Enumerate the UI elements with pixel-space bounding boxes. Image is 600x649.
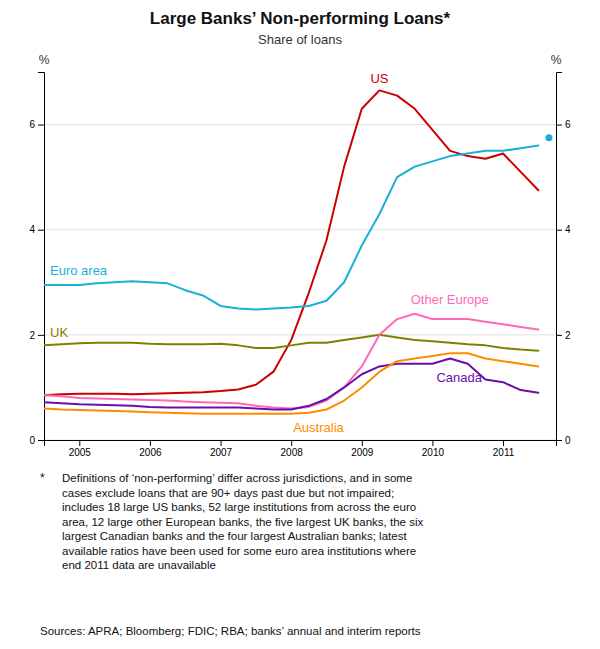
tick-label: 2009 [351, 447, 374, 458]
tick: 2005 [69, 440, 92, 458]
grid-line [44, 124, 556, 125]
tick-label: 2011 [493, 447, 515, 458]
sources: Sources: APRA; Bloomberg; FDIC; RBA; ban… [40, 625, 421, 637]
footnote-line: largest Canadian banks and the four larg… [62, 530, 407, 542]
footnote-line: includes 18 large US banks, 52 large ins… [62, 501, 416, 513]
y2-axis-label: % [551, 53, 562, 67]
series-label: Other Europe [411, 292, 489, 307]
tick-label: 0 [565, 435, 571, 446]
series-line [44, 335, 538, 351]
axis-line [557, 73, 563, 441]
tick-mark [503, 440, 504, 446]
tick-mark [362, 440, 363, 446]
tick: 6 [556, 119, 571, 130]
tick-mark [221, 440, 222, 446]
plot-area [44, 90, 552, 413]
subtitle: Share of loans [258, 32, 342, 47]
footnote: * Definitions of ‘non-performing’ differ … [40, 471, 423, 571]
chart: Large Banks’ Non-performing Loans* Share … [0, 0, 600, 649]
tick-label: 6 [565, 119, 571, 130]
tick-label: 0 [29, 435, 35, 446]
tick-mark [556, 335, 562, 336]
tick: 2 [29, 330, 44, 341]
tick: 0 [556, 435, 571, 446]
series-line [44, 359, 538, 410]
tick-label: 4 [565, 224, 571, 235]
tick: 2006 [139, 440, 162, 458]
series-line [44, 146, 538, 310]
x-axis: 2005 2006 2007 2008 2009 2010 2011 [45, 440, 557, 458]
tick: 2009 [351, 440, 374, 458]
tick-mark [38, 335, 44, 336]
tick-label: 2006 [139, 447, 162, 458]
tick-mark [556, 440, 562, 441]
tick-mark [38, 230, 44, 231]
tick-label: 2 [565, 330, 571, 341]
footnote-line: end 2011 data are unavailable [62, 559, 216, 571]
tick-label: 2008 [281, 447, 304, 458]
tick-mark [556, 125, 562, 126]
tick: 2011 [493, 440, 515, 458]
tick-label: 2010 [422, 447, 445, 458]
tick: 0 [29, 435, 44, 446]
tick-label: 2007 [210, 447, 233, 458]
tick-mark [38, 440, 44, 441]
tick: 2008 [281, 440, 304, 458]
tick-mark [150, 440, 151, 446]
series-label: Euro area [50, 263, 108, 278]
axis-line [45, 441, 557, 447]
y2-axis: 0 2 4 6 [556, 73, 571, 446]
tick-mark [291, 440, 292, 446]
series-line [44, 90, 538, 395]
grid [44, 125, 556, 440]
tick-label: 2 [29, 330, 35, 341]
tick: 2007 [210, 440, 233, 458]
tick: 6 [29, 119, 44, 130]
tick-label: 6 [29, 119, 35, 130]
axis-line [38, 73, 45, 441]
series-labels: US Euro area UK Other Europe Canada Australia [50, 71, 489, 435]
title: Large Banks’ Non-performing Loans* [150, 9, 451, 28]
tick: 2010 [422, 440, 445, 458]
series-label: Australia [293, 420, 344, 435]
tick-mark [38, 125, 44, 126]
tick-mark [79, 440, 80, 446]
tick-mark [432, 440, 433, 446]
grid-line [44, 229, 556, 230]
series-label: UK [50, 325, 68, 340]
series-line [44, 314, 538, 409]
footnote-marker: * [40, 471, 45, 485]
tick-mark [556, 230, 562, 231]
grid-line [44, 334, 556, 335]
footnote-line: cases exclude loans that are 90+ days pa… [62, 487, 394, 499]
tick: 2 [556, 330, 571, 341]
tick: 4 [556, 224, 571, 235]
series-label: Canada [436, 370, 482, 385]
footnote-line: Definitions of ‘non-performing’ differ a… [62, 472, 412, 484]
series-line [44, 353, 538, 413]
tick-label: 2005 [69, 447, 92, 458]
latest-point [545, 134, 552, 141]
footnote-line: available ratios have been used for some… [62, 545, 416, 557]
footnote-line: area, 12 large other European banks, the… [62, 516, 423, 528]
y-axis-label: % [39, 53, 50, 67]
tick: 4 [29, 224, 44, 235]
series-label: US [370, 71, 388, 86]
tick-label: 4 [29, 224, 35, 235]
y-axis: 0 2 4 6 [29, 73, 44, 446]
